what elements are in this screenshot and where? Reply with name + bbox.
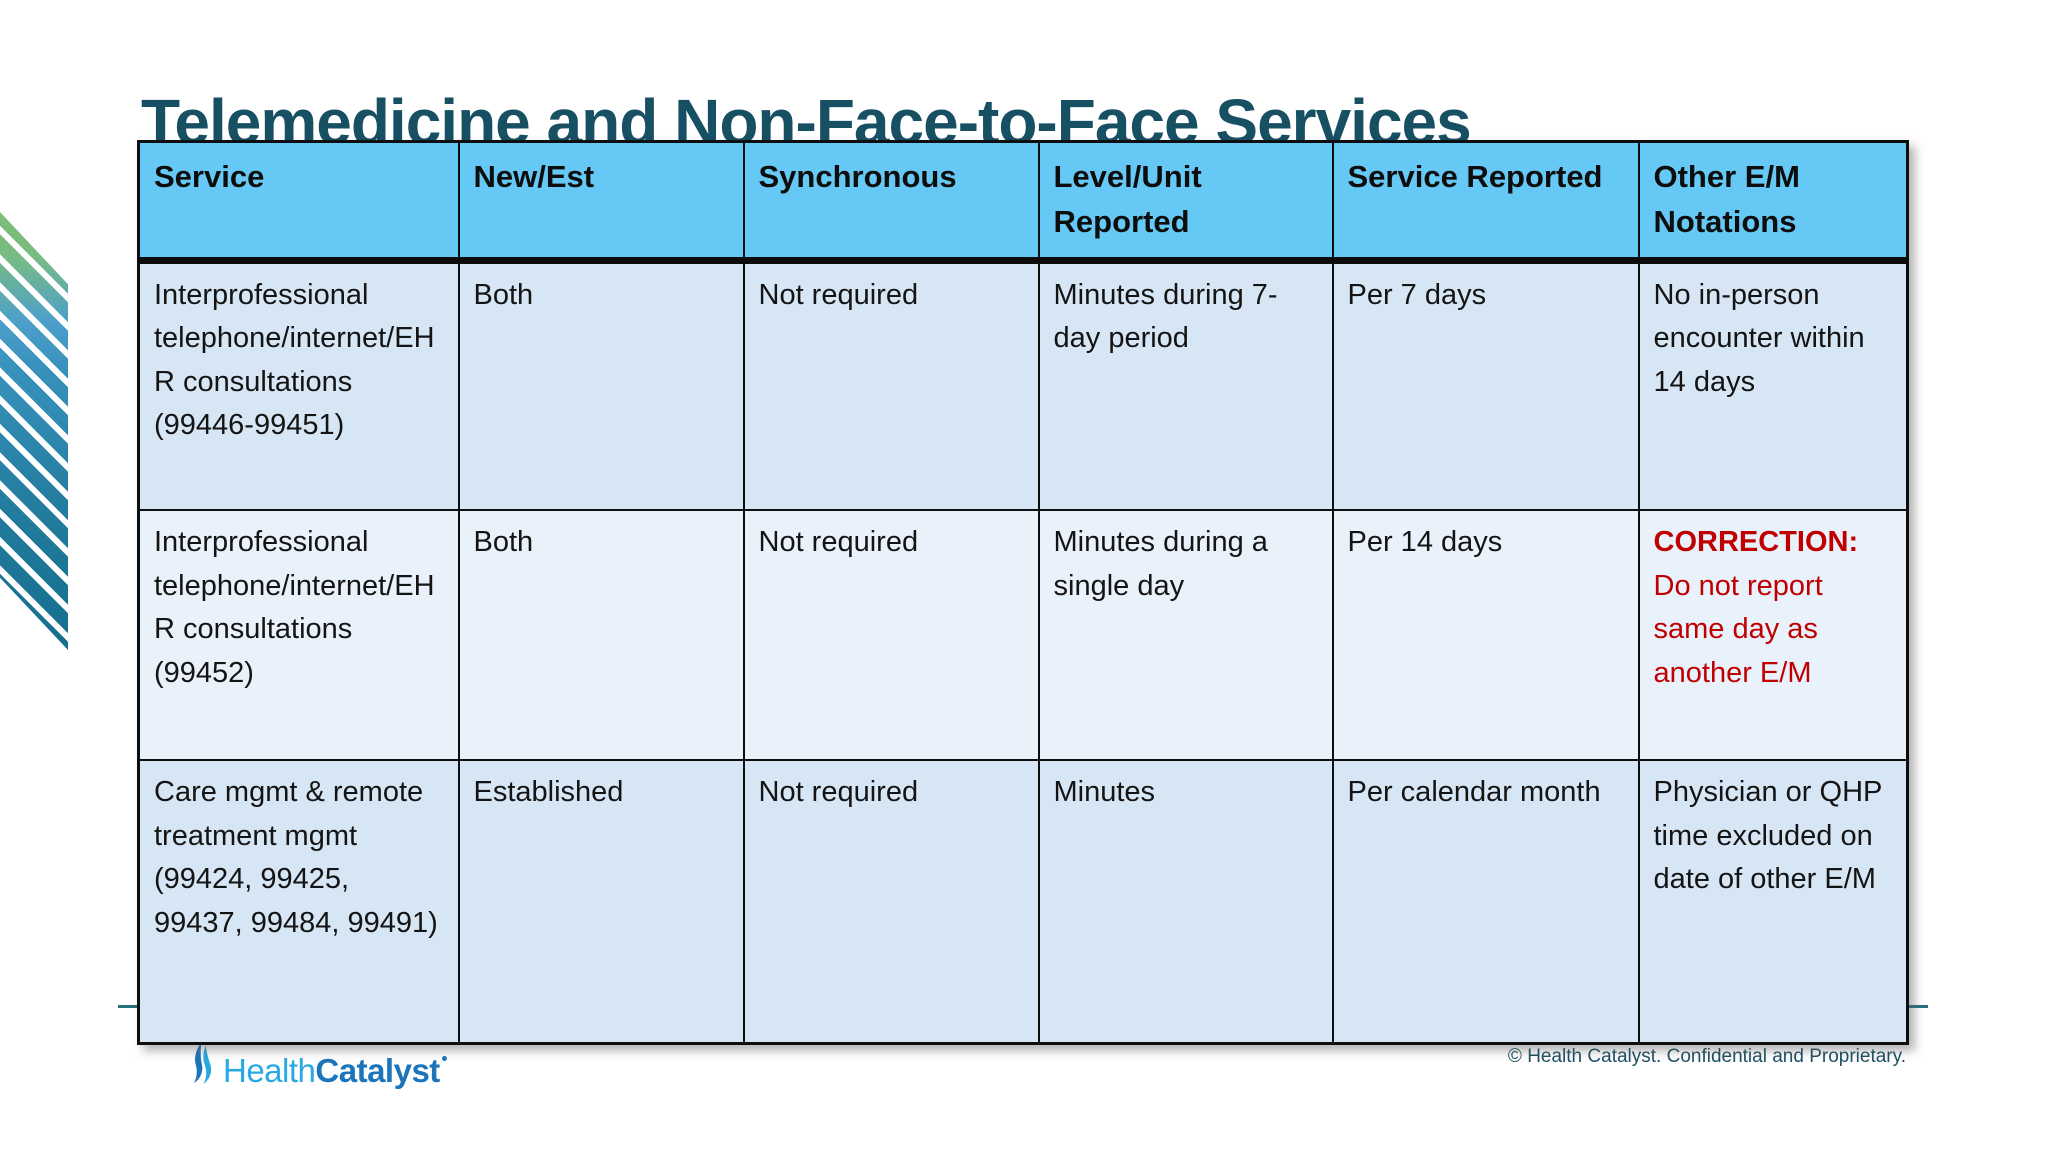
- trademark-dot: [441, 1056, 447, 1061]
- logo-wordmark: HealthCatalyst: [223, 1054, 447, 1090]
- logo-text-health: Health: [223, 1052, 316, 1089]
- diagonal-stripes-decoration: [0, 212, 68, 650]
- cell-service-reported: Per 7 days: [1331, 259, 1640, 512]
- cell-service: Care mgmt & remote treatment mgmt (99424…: [137, 759, 460, 1045]
- table-row-interprofessional-7day: Interprofessional telephone/internet/EHR…: [137, 259, 1909, 512]
- cell-level-unit-reported: Minutes during 7-day period: [1037, 259, 1334, 512]
- cell-service-reported: Per calendar month: [1331, 759, 1640, 1045]
- cell-level-unit-reported: Minutes: [1037, 759, 1334, 1045]
- column-header-synchronous: Synchronous: [742, 140, 1040, 264]
- column-header-new-est: New/Est: [457, 140, 745, 264]
- column-header-level-unit-reported: Level/Unit Reported: [1037, 140, 1334, 264]
- table-header-row: Service New/Est Synchronous Level/Unit R…: [137, 140, 1909, 264]
- column-header-other-em-notations: Other E/M Notations: [1637, 140, 1909, 264]
- cell-correction-note: CORRECTION: Do not report same day as an…: [1637, 509, 1909, 762]
- table-row-care-mgmt: Care mgmt & remote treatment mgmt (99424…: [137, 759, 1909, 1045]
- services-table: Service New/Est Synchronous Level/Unit R…: [137, 140, 1909, 1045]
- table-row-interprofessional-single-day: Interprofessional telephone/internet/EHR…: [137, 509, 1909, 762]
- health-catalyst-logo: HealthCatalyst: [191, 1038, 447, 1090]
- cell-service: Interprofessional telephone/internet/EHR…: [137, 259, 460, 512]
- cell-level-unit-reported: Minutes during a single day: [1037, 509, 1334, 762]
- cell-other-em-notations: No in-person encounter within 14 days: [1637, 259, 1909, 512]
- cell-new-est: Both: [457, 509, 745, 762]
- cell-synchronous: Not required: [742, 259, 1040, 512]
- cell-new-est: Both: [457, 259, 745, 512]
- correction-text: Do not report same day as another E/M: [1653, 569, 1823, 689]
- column-header-service-reported: Service Reported: [1331, 140, 1640, 264]
- cell-service: Interprofessional telephone/internet/EHR…: [137, 509, 460, 762]
- logo-text-catalyst: Catalyst: [315, 1052, 440, 1089]
- cell-service-reported: Per 14 days: [1331, 509, 1640, 762]
- flame-icon: [194, 1041, 212, 1084]
- cell-new-est: Established: [457, 759, 745, 1045]
- copyright-notice: © Health Catalyst. Confidential and Prop…: [1507, 1046, 1906, 1067]
- cell-synchronous: Not required: [742, 509, 1040, 762]
- column-header-service: Service: [137, 140, 460, 264]
- correction-label: CORRECTION:: [1653, 526, 1859, 559]
- cell-other-em-notations: Physician or QHP time excluded on date o…: [1637, 759, 1909, 1045]
- cell-synchronous: Not required: [742, 759, 1040, 1045]
